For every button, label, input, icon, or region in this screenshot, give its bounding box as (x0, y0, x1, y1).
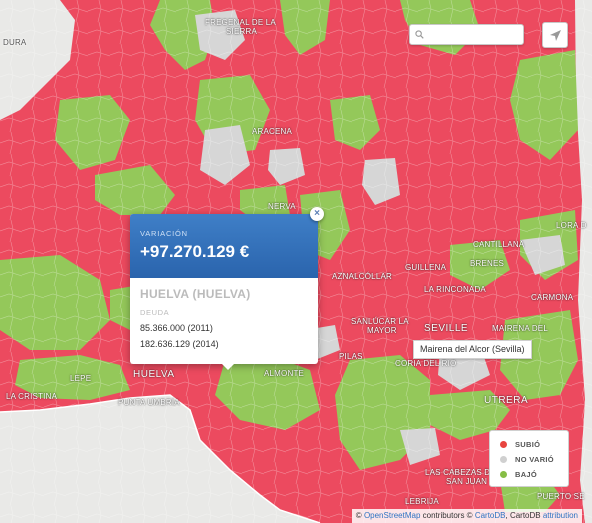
place-label: SIERRA (226, 27, 257, 36)
place-label: FREGENAL DE LA (205, 18, 276, 27)
place-label: PUNTA UMBRÍA (118, 398, 180, 407)
debt-2014: 182.636.129 (2014) (140, 339, 219, 349)
place-label: CARMONA (531, 293, 574, 302)
legend: SUBIÓ NO VARIÓ BAJÓ (489, 430, 569, 487)
legend-label: SUBIÓ (515, 440, 541, 449)
cartodb-link[interactable]: CartoDB (474, 511, 506, 520)
osm-link[interactable]: OpenStreetMap (363, 511, 421, 520)
place-label: LA RINCONADA (424, 285, 486, 294)
legend-swatch (500, 471, 507, 478)
hover-tooltip: Mairena del Alcor (Sevilla) (413, 340, 532, 359)
popup-header: VARIACIÓN +97.270.129 € (130, 214, 318, 278)
place-label: LAS CABEZAS DE (425, 468, 496, 477)
attribution-prefix: © (355, 511, 362, 520)
search-icon (415, 30, 424, 39)
place-label: LEBRIJA (405, 497, 439, 506)
locate-button[interactable] (542, 22, 568, 48)
legend-item-increase: SUBIÓ (500, 437, 568, 452)
attribution-contributors: contributors © (422, 511, 473, 520)
place-label: NERVA (268, 202, 296, 211)
search-input[interactable] (428, 27, 524, 44)
place-label: AZNALCÓLLAR (332, 272, 392, 281)
place-label: GUILLENA (405, 263, 447, 272)
place-label: HUELVA (133, 369, 175, 380)
place-label: MAIRENA DEL (492, 324, 548, 333)
place-label: PILAS (339, 352, 363, 361)
popup-body: HUELVA (HUELVA) DEUDA 85.366.000 (2011) … (130, 278, 318, 349)
attribution-cartodb: , CartoDB (505, 511, 541, 520)
place-label: CORIA DEL RIO (395, 359, 457, 368)
place-label: ARACENA (252, 127, 293, 136)
coastline (0, 394, 321, 523)
place-label: SEVILLE (424, 323, 469, 334)
place-label: PUERTO SE (537, 492, 585, 501)
municipality-name: HUELVA (HUELVA) (140, 287, 251, 301)
variation-label: VARIACIÓN (140, 229, 188, 238)
place-label: BRENES (470, 259, 505, 268)
place-label: LORA D (556, 221, 587, 230)
place-label: CANTILLANA (473, 240, 525, 249)
place-label: DURA (3, 38, 27, 47)
map-attribution: © OpenStreetMap contributors © CartoDB, … (351, 509, 582, 523)
place-label: SAN JUAN (446, 477, 488, 486)
legend-label: BAJÓ (515, 470, 538, 479)
place-label: SANLÚCAR LA (351, 317, 409, 326)
info-popup: VARIACIÓN +97.270.129 € HUELVA (HUELVA) … (130, 207, 324, 370)
place-label: ALMONTE (264, 369, 305, 378)
close-icon[interactable]: × (310, 207, 324, 221)
debt-label: DEUDA (140, 308, 170, 317)
debt-2011: 85.366.000 (2011) (140, 323, 213, 333)
place-label: UTRERA (484, 395, 529, 406)
place-label: LA CRISTINA (6, 392, 58, 401)
paper-plane-icon (550, 30, 561, 41)
legend-item-decrease: BAJÓ (500, 467, 568, 482)
variation-value: +97.270.129 € (140, 242, 250, 261)
legend-swatch (500, 456, 507, 463)
place-label: MAYOR (367, 326, 397, 335)
legend-label: NO VARIÓ (515, 455, 554, 464)
popup-tail (220, 362, 236, 370)
attribution-link[interactable]: attribution (542, 511, 578, 520)
place-label: LEPE (70, 374, 92, 383)
legend-swatch (500, 441, 507, 448)
legend-item-no-change: NO VARIÓ (500, 452, 568, 467)
search-box[interactable] (409, 24, 524, 45)
